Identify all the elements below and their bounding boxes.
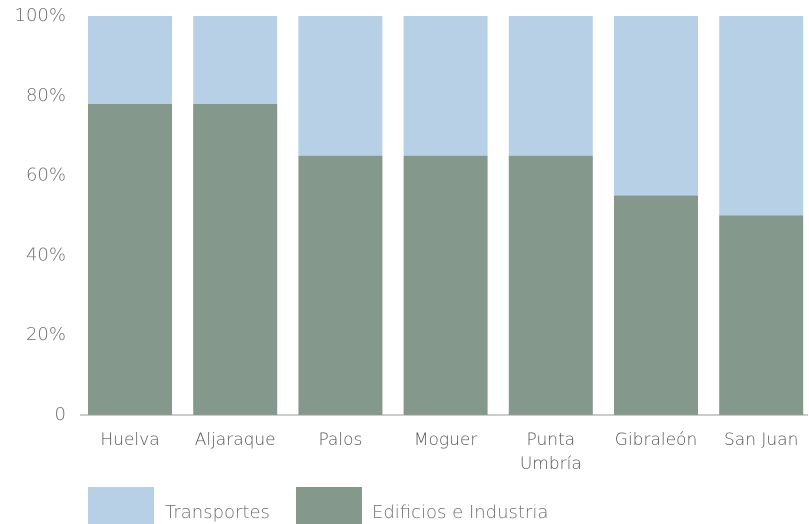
bar-segment <box>298 155 383 415</box>
bar-segment <box>614 16 698 196</box>
x-tick-label: Aljaraque <box>194 430 276 450</box>
x-tick-label: Moguer <box>413 430 478 450</box>
legend-swatch <box>88 487 154 524</box>
y-tick-label: 100% <box>15 5 66 26</box>
bar-segment <box>508 16 593 156</box>
y-tick-label: 20% <box>26 324 66 345</box>
bar-segment <box>88 16 172 104</box>
bar-segment <box>193 103 278 415</box>
x-tick-label: Palos <box>318 430 363 450</box>
x-tick-label: Punta Umbría <box>519 430 582 474</box>
y-tick-label: 0 <box>55 404 66 425</box>
bar-segment <box>508 155 593 415</box>
bar-segment <box>614 195 698 415</box>
bar-segment <box>719 16 804 216</box>
legend-swatch <box>296 487 362 524</box>
bar-segment <box>719 215 804 415</box>
bar-segment <box>403 155 488 415</box>
bar-segment <box>403 16 488 156</box>
y-tick-label: 40% <box>26 244 66 265</box>
x-tick-label: Huelva <box>100 430 160 450</box>
x-tick-label: Gibraleón <box>614 430 698 450</box>
bar-segment <box>298 16 383 156</box>
bar-segment <box>193 16 278 104</box>
bar-segment <box>88 103 172 415</box>
legend-label: Edificios e Industria <box>372 502 548 523</box>
x-tick-label: San Juan <box>724 430 799 450</box>
legend-label: Transportes <box>165 502 270 523</box>
y-tick-label: 60% <box>26 165 66 186</box>
y-tick-label: 80% <box>26 85 66 106</box>
